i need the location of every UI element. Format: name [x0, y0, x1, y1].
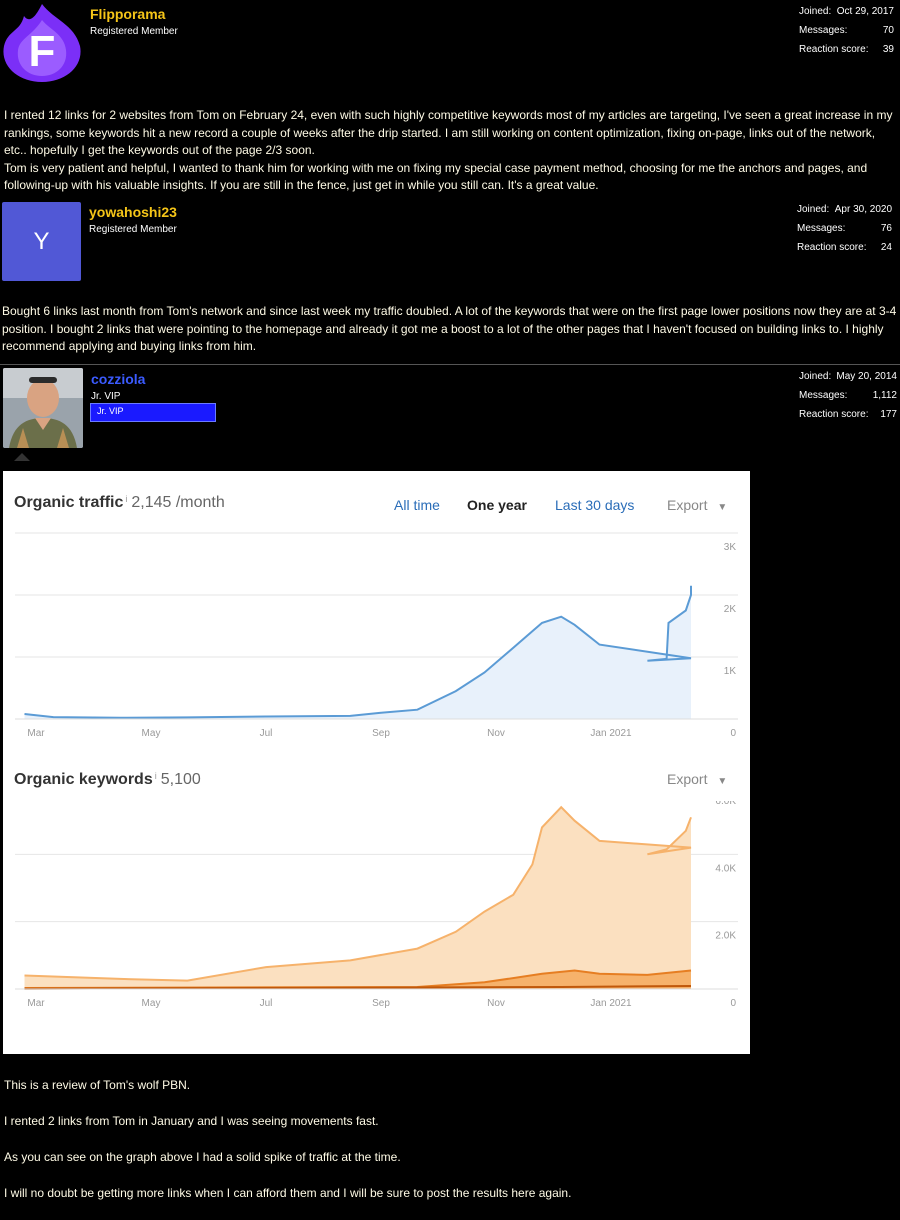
messages-value: 70 — [882, 25, 894, 36]
range-one-year[interactable]: One year — [467, 497, 527, 513]
x-tick-label: Mar — [27, 998, 45, 1009]
joined-value: May 20, 2014 — [836, 371, 897, 382]
joined-label: Joined: — [799, 6, 832, 17]
reaction-value: 177 — [880, 409, 897, 420]
export-label: Export — [667, 497, 708, 513]
user-title: Registered Member — [90, 26, 178, 37]
joined-value: Oct 29, 2017 — [836, 6, 894, 17]
info-icon: i — [154, 771, 157, 781]
x-tick-label: Sep — [372, 998, 390, 1009]
info-icon: i — [125, 494, 128, 504]
post-paragraph: I will no doubt be getting more links wh… — [4, 1186, 572, 1200]
x-tick-label: Nov — [487, 728, 505, 739]
post-body: Bought 6 links last month from Tom's net… — [2, 303, 898, 356]
series-area — [24, 807, 691, 989]
traffic-chart: 0 1K 2K 3K Mar May Jul Sep Nov Jan 2021 — [15, 532, 738, 739]
avatar[interactable]: F — [2, 2, 82, 82]
x-tick-label: May — [142, 728, 161, 739]
traffic-value: 2,145 /month — [131, 494, 225, 511]
svg-text:F: F — [29, 27, 56, 76]
user-title: Jr. VIP — [91, 391, 121, 402]
joined-label: Joined: — [797, 204, 830, 215]
flame-avatar-icon: F — [3, 4, 81, 82]
traffic-chart-title: Organic traffic i 2,145 /month — [14, 494, 225, 512]
reaction-value: 24 — [880, 242, 892, 253]
reaction-label: Reaction score: — [797, 242, 867, 253]
messages-value: 76 — [880, 223, 892, 234]
traffic-title: Organic traffic — [14, 494, 124, 511]
avatar-letter: Y — [33, 227, 50, 255]
x-tick-label: Nov — [487, 998, 505, 1009]
keywords-chart-title: Organic keywords i 5,100 — [14, 771, 201, 789]
joined-label: Joined: — [799, 371, 832, 382]
post-paragraph: I rented 2 links from Tom in January and… — [4, 1114, 379, 1128]
user-stats: Joined: Oct 29, 2017 Messages: 70 Reaction… — [799, 6, 894, 63]
post-cozziola: cozziola Jr. VIP Jr. VIP Joined: May 20, … — [0, 365, 900, 1220]
post-paragraph: I rented 12 links for 2 websites from To… — [4, 108, 893, 157]
keywords-chart: 0 2.0K 4.0K 6.0K Mar May Jul Sep Nov Jan 2021 — [15, 801, 738, 1009]
user-badge: Jr. VIP — [90, 403, 216, 422]
y-tick-label: 2K — [724, 604, 737, 615]
series-line — [24, 805, 692, 982]
traffic-export-button[interactable]: Export ▼ — [667, 497, 727, 513]
avatar[interactable] — [3, 368, 83, 448]
username[interactable]: yowahoshi23 — [89, 204, 177, 220]
x-tick-label: May — [142, 998, 161, 1009]
post-divider — [0, 364, 900, 365]
x-tick-label: Jan 2021 — [590, 728, 632, 739]
series-line — [24, 985, 692, 990]
x-tick-label: Jul — [260, 998, 273, 1009]
y-tick-label: 3K — [724, 542, 737, 553]
joined-value: Apr 30, 2020 — [834, 204, 892, 215]
caret-down-icon: ▼ — [717, 776, 728, 787]
range-last-30-days[interactable]: Last 30 days — [555, 497, 635, 513]
messages-label: Messages: — [799, 25, 848, 36]
y-tick-label: 1K — [724, 666, 737, 677]
keywords-value: 5,100 — [160, 771, 201, 788]
post-body: I rented 12 links for 2 websites from To… — [4, 107, 900, 195]
y-tick-label: 2.0K — [715, 931, 736, 942]
x-tick-label: Mar — [27, 728, 45, 739]
post-paragraph: As you can see on the graph above I had … — [4, 1150, 401, 1164]
y-tick-label: 0 — [730, 998, 736, 1009]
user-stats: Joined: May 20, 2014 Messages: 1,112 React… — [799, 371, 897, 428]
reaction-label: Reaction score: — [799, 409, 869, 420]
username[interactable]: Flipporama — [90, 6, 166, 22]
seo-chart-screenshot: Organic traffic i 2,145 /month All time On… — [3, 471, 750, 1054]
y-tick-label: 6.0K — [715, 801, 736, 807]
badge-label: Jr. VIP — [97, 406, 124, 416]
y-tick-label: 0 — [730, 728, 736, 739]
user-photo-icon — [3, 368, 83, 448]
messages-label: Messages: — [799, 390, 848, 401]
x-tick-label: Sep — [372, 728, 390, 739]
username[interactable]: cozziola — [91, 371, 146, 387]
messages-label: Messages: — [797, 223, 846, 234]
x-tick-label: Jul — [260, 728, 273, 739]
y-tick-label: 4.0K — [715, 863, 736, 874]
post-flipporama: F Flipporama Registered Member Joined: Oc… — [0, 0, 900, 200]
range-all-time[interactable]: All time — [394, 497, 440, 513]
series-area — [24, 585, 691, 719]
reaction-label: Reaction score: — [799, 44, 869, 55]
keywords-title: Organic keywords — [14, 771, 153, 788]
series-area — [24, 970, 691, 989]
avatar-caret — [14, 453, 30, 461]
caret-down-icon: ▼ — [717, 502, 728, 513]
avatar[interactable]: Y — [2, 202, 81, 281]
x-tick-label: Jan 2021 — [590, 998, 632, 1009]
user-title: Registered Member — [89, 224, 177, 235]
reaction-value: 39 — [882, 44, 894, 55]
post-yowahoshi23: Y yowahoshi23 Registered Member Joined: A… — [0, 198, 900, 363]
keywords-export-button[interactable]: Export ▼ — [667, 771, 727, 787]
messages-value: 1,112 — [872, 390, 897, 401]
post-paragraph: Bought 6 links last month from Tom's net… — [2, 304, 897, 353]
export-label: Export — [667, 771, 708, 787]
series-line — [24, 585, 692, 719]
series-line — [24, 969, 692, 989]
user-stats: Joined: Apr 30, 2020 Messages: 76 Reaction… — [797, 204, 892, 261]
post-paragraph: This is a review of Tom's wolf PBN. — [4, 1078, 191, 1092]
post-paragraph: Tom is very patient and helpful, I wante… — [4, 160, 868, 193]
